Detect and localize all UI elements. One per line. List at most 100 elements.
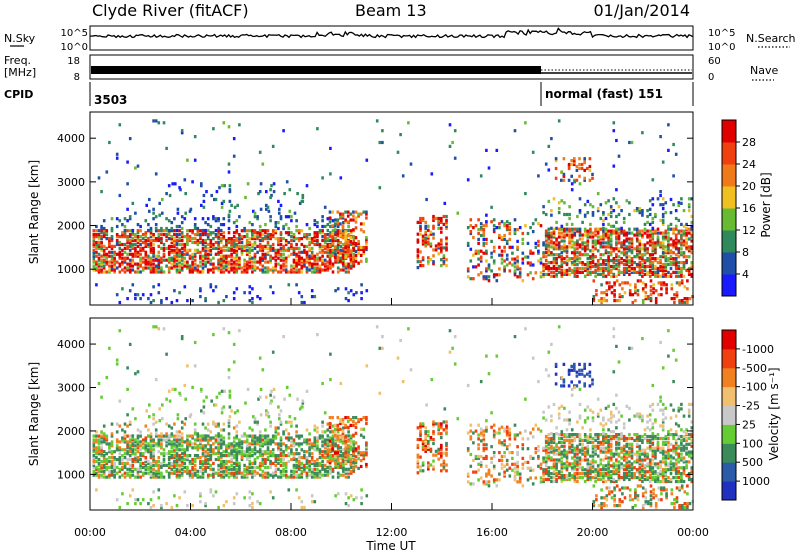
power-cell xyxy=(241,270,244,273)
power-cell xyxy=(470,277,473,280)
power-cell xyxy=(324,259,327,262)
velocity-cell xyxy=(142,442,145,445)
power-cell xyxy=(347,299,350,302)
power-cell xyxy=(324,233,327,236)
power-cell xyxy=(483,224,486,227)
power-cell xyxy=(345,287,348,290)
power-cell xyxy=(331,211,334,214)
velocity-cell xyxy=(199,500,202,503)
power-cell xyxy=(570,159,573,162)
power-cell xyxy=(272,257,275,260)
power-cell xyxy=(337,232,340,235)
power-cell xyxy=(243,259,246,262)
power-cell xyxy=(624,291,627,294)
power-cell xyxy=(334,250,337,253)
power-cell xyxy=(561,225,564,228)
velocity-cell xyxy=(204,426,207,429)
velocity-cell xyxy=(345,468,348,471)
power-cell xyxy=(289,188,292,191)
velocity-cell xyxy=(223,460,226,463)
power-cell xyxy=(230,266,233,269)
power-cell xyxy=(256,266,259,269)
velocity-cell xyxy=(334,451,337,454)
power-cell xyxy=(181,239,184,242)
power-cell xyxy=(600,297,603,300)
power-cell xyxy=(176,239,179,242)
power-cell xyxy=(662,207,665,210)
power-cell xyxy=(158,121,161,124)
power-cell xyxy=(270,184,273,187)
power-cell xyxy=(288,231,291,234)
velocity-cell xyxy=(254,470,257,473)
power-cell xyxy=(615,247,618,250)
velocity-cell xyxy=(254,421,257,424)
velocity-cell xyxy=(295,488,298,491)
power-cell xyxy=(571,228,574,231)
cpid-segment-1: 3503 xyxy=(94,93,127,107)
velocity-cell xyxy=(158,456,161,459)
velocity-cell xyxy=(132,470,135,473)
power-cell xyxy=(444,202,447,205)
power-cell xyxy=(295,219,298,222)
power-cell xyxy=(139,297,142,300)
velocity-cell xyxy=(189,470,192,473)
velocity-cell xyxy=(298,460,301,463)
power-cell xyxy=(493,224,496,227)
velocity-cell xyxy=(288,421,291,424)
velocity-cell xyxy=(249,426,252,429)
velocity-cell xyxy=(194,468,197,471)
power-cell xyxy=(509,269,512,272)
velocity-cell xyxy=(171,468,174,471)
velocity-cell xyxy=(160,442,163,445)
power-cell xyxy=(600,257,603,260)
power-cell xyxy=(597,239,600,242)
power-cell xyxy=(618,269,621,272)
velocity-cell xyxy=(119,468,122,471)
velocity-cell xyxy=(285,436,288,439)
velocity-cell xyxy=(210,468,213,471)
power-cell xyxy=(558,119,561,122)
power-cell xyxy=(176,233,179,236)
power-cell xyxy=(280,253,283,256)
power-cell xyxy=(670,211,673,214)
velocity-cell xyxy=(98,474,101,477)
power-cell xyxy=(600,273,603,276)
velocity-cell xyxy=(303,464,306,467)
velocity-cell xyxy=(262,438,265,441)
power-cell xyxy=(137,270,140,273)
velocity-cell xyxy=(147,472,150,475)
power-cell xyxy=(176,299,179,302)
velocity-cell xyxy=(139,430,142,433)
velocity-cell xyxy=(111,460,114,463)
power-cell xyxy=(685,241,688,244)
power-cell xyxy=(207,261,210,264)
velocity-cell xyxy=(339,436,342,439)
power-cell xyxy=(100,259,103,262)
power-cell xyxy=(254,235,257,238)
velocity-cell xyxy=(334,424,337,427)
power-cell xyxy=(186,249,189,252)
power-cell xyxy=(437,217,440,220)
power-cell xyxy=(106,261,109,264)
power-cell xyxy=(594,234,597,237)
power-cell xyxy=(548,168,551,171)
power-cell xyxy=(496,149,499,152)
power-cell xyxy=(366,159,369,162)
velocity-cell xyxy=(129,438,132,441)
velocity-cell xyxy=(440,463,443,466)
power-cell xyxy=(610,230,613,233)
power-cell xyxy=(355,226,358,229)
power-cell xyxy=(440,217,443,220)
velocity-cell xyxy=(98,446,101,449)
power-cell xyxy=(501,236,504,239)
power-cell xyxy=(262,237,265,240)
velocity-cell xyxy=(203,405,206,408)
power-cell xyxy=(542,251,545,254)
velocity-cell xyxy=(298,474,301,477)
velocity-cell xyxy=(223,436,226,439)
velocity-cell xyxy=(228,460,231,463)
power-cell xyxy=(301,257,304,260)
velocity-cell xyxy=(194,438,197,441)
power-cell xyxy=(490,256,493,259)
power-cell xyxy=(137,245,140,248)
